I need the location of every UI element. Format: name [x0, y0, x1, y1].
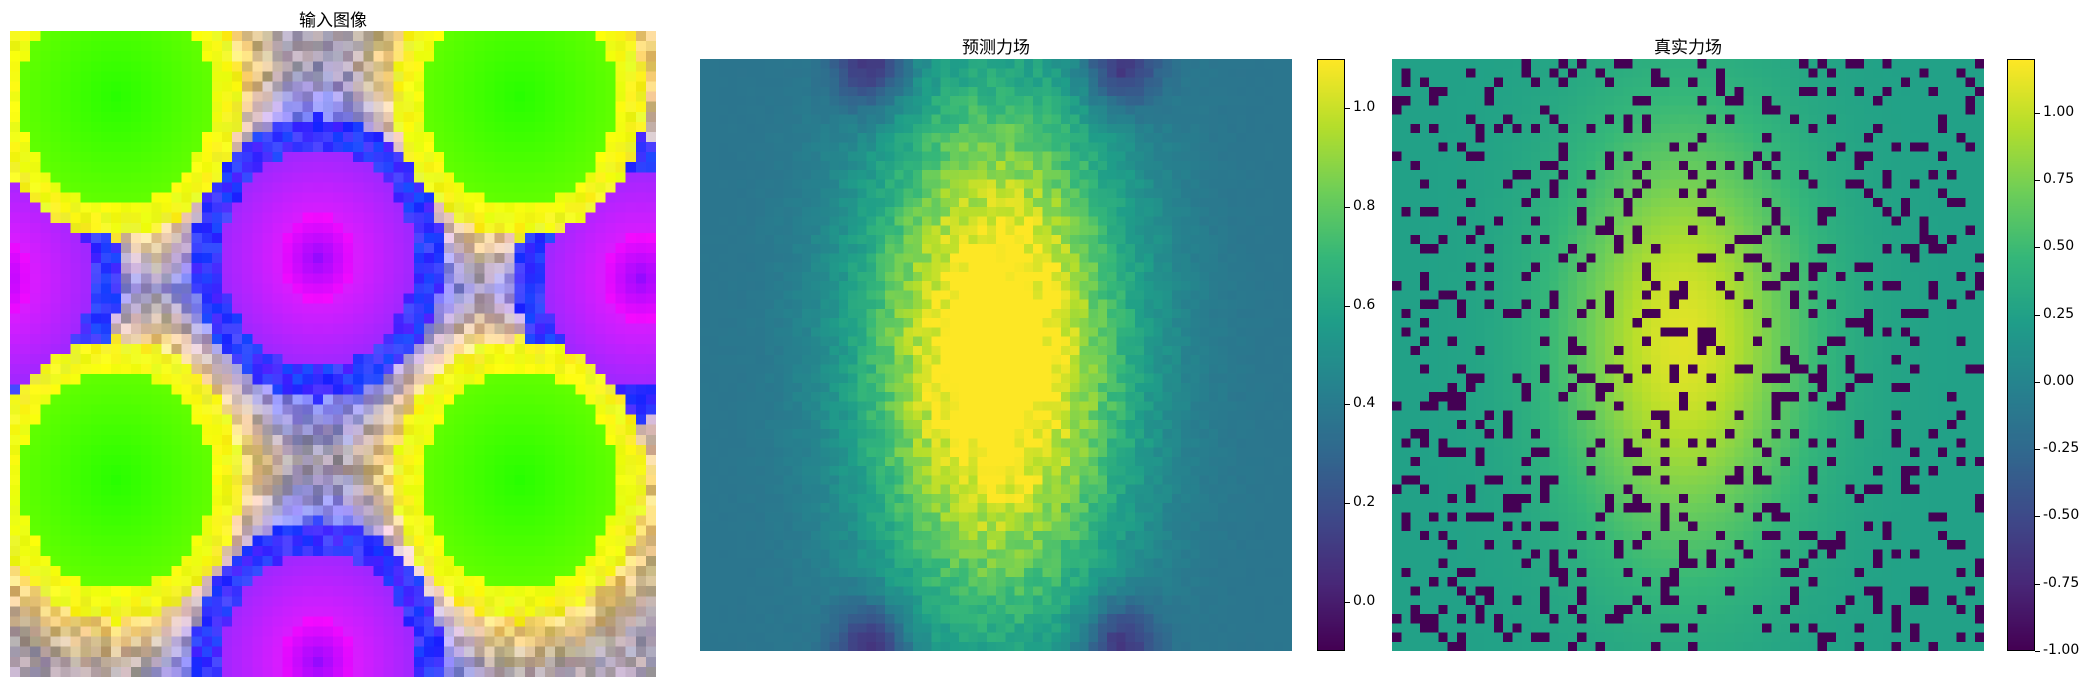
colorbar-tick [2035, 315, 2040, 316]
predicted-field-colorbar [1317, 59, 1345, 651]
colorbar-tick-label: 1.0 [1353, 99, 1376, 115]
colorbar-tick-label: 0.50 [2043, 238, 2075, 254]
true-field-colorbar [2007, 59, 2035, 651]
colorbar-tick-label: 0.4 [1353, 395, 1376, 411]
colorbar-tick [1345, 404, 1350, 405]
colorbar-tick-label: 0.0 [1353, 593, 1376, 609]
predicted-field-title: 预测力场 [962, 38, 1030, 58]
predicted-field-heatmap [700, 59, 1292, 651]
input-image-title: 输入图像 [299, 11, 367, 31]
colorbar-tick [2035, 651, 2040, 652]
colorbar-tick [1345, 503, 1350, 504]
colorbar-tick-label: -0.75 [2043, 575, 2080, 591]
colorbar-tick-label: 0.00 [2043, 373, 2075, 389]
colorbar-tick-label: -0.50 [2043, 507, 2080, 523]
colorbar-tick [2035, 584, 2040, 585]
colorbar-tick [2035, 516, 2040, 517]
colorbar-tick [2035, 247, 2040, 248]
colorbar-tick-label: 1.00 [2043, 104, 2075, 120]
input-image-heatmap [10, 31, 656, 677]
true-field-title: 真实力场 [1654, 38, 1722, 58]
true-field-heatmap [1392, 59, 1984, 651]
colorbar-tick-label: -0.25 [2043, 440, 2080, 456]
colorbar-tick-label: 0.2 [1353, 494, 1376, 510]
colorbar-tick [1345, 306, 1350, 307]
colorbar-tick-label: 0.75 [2043, 171, 2075, 187]
colorbar-tick [2035, 449, 2040, 450]
colorbar-tick-label: -1.00 [2043, 642, 2080, 658]
colorbar-tick [1345, 207, 1350, 208]
colorbar-tick [1345, 108, 1350, 109]
colorbar-tick-label: 0.8 [1353, 198, 1376, 214]
colorbar-tick-label: 0.6 [1353, 297, 1376, 313]
colorbar-tick [2035, 382, 2040, 383]
colorbar-tick [1345, 602, 1350, 603]
colorbar-tick [2035, 113, 2040, 114]
colorbar-tick-label: 0.25 [2043, 306, 2075, 322]
colorbar-tick [2035, 180, 2040, 181]
